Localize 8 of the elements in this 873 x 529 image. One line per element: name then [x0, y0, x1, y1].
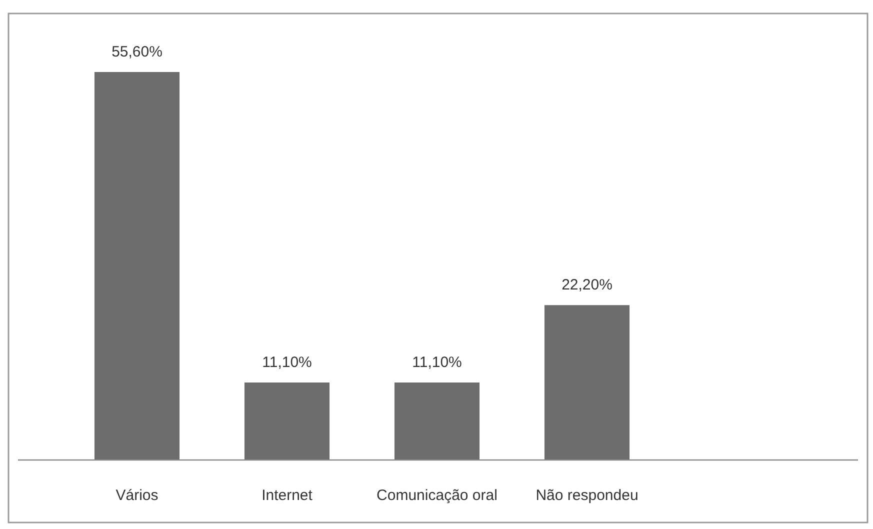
- data-label: 11,10%: [262, 354, 312, 372]
- data-label: 11,10%: [412, 354, 462, 372]
- x-tick-label: Comunicação oral: [376, 487, 498, 504]
- x-tick-label: Não respondeu: [536, 487, 638, 504]
- data-label: 55,60%: [112, 44, 162, 61]
- x-tick-label: Internet: [262, 487, 314, 504]
- x-tick-label: Vários: [116, 487, 158, 504]
- data-label: 22,20%: [562, 276, 612, 294]
